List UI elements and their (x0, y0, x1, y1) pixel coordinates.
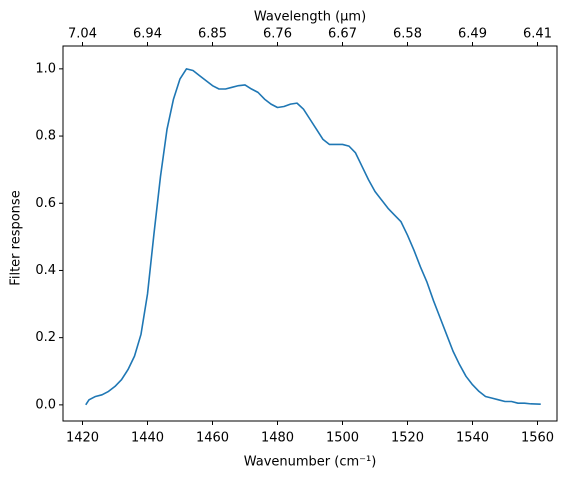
y-tick-label: 0.0 (35, 397, 56, 412)
x2-tick-label: 6.85 (198, 27, 227, 42)
x-tick-label: 1480 (261, 431, 294, 446)
x2-tick-label: 6.41 (523, 27, 552, 42)
x-tick-label: 1500 (326, 431, 359, 446)
x2-tick-label: 6.58 (393, 27, 422, 42)
y-tick-label: 0.4 (35, 263, 56, 278)
x-tick-label: 1460 (196, 431, 229, 446)
x2-tick-label: 7.04 (68, 27, 97, 42)
y-tick-label: 0.2 (35, 330, 56, 345)
x2-tick-label: 6.49 (458, 27, 487, 42)
x2-axis-label: Wavelength (μm) (254, 10, 366, 25)
y-tick-label: 0.6 (35, 196, 56, 211)
x2-tick-label: 6.76 (263, 27, 292, 42)
x-tick-label: 1420 (66, 431, 99, 446)
y-tick-label: 0.8 (35, 129, 56, 144)
x-axis-label: Wavenumber (cm⁻¹) (244, 455, 377, 470)
x2-tick-label: 6.67 (328, 27, 357, 42)
x-tick-label: 1520 (391, 431, 424, 446)
x-tick-label: 1440 (131, 431, 164, 446)
x-tick-label: 1560 (521, 431, 554, 446)
x2-tick-label: 6.94 (133, 27, 162, 42)
x-tick-label: 1540 (456, 431, 489, 446)
axes-frame (62, 45, 558, 422)
y-axis-label: Filter response (9, 190, 24, 285)
y-tick-label: 1.0 (35, 61, 56, 76)
line (85, 68, 541, 406)
